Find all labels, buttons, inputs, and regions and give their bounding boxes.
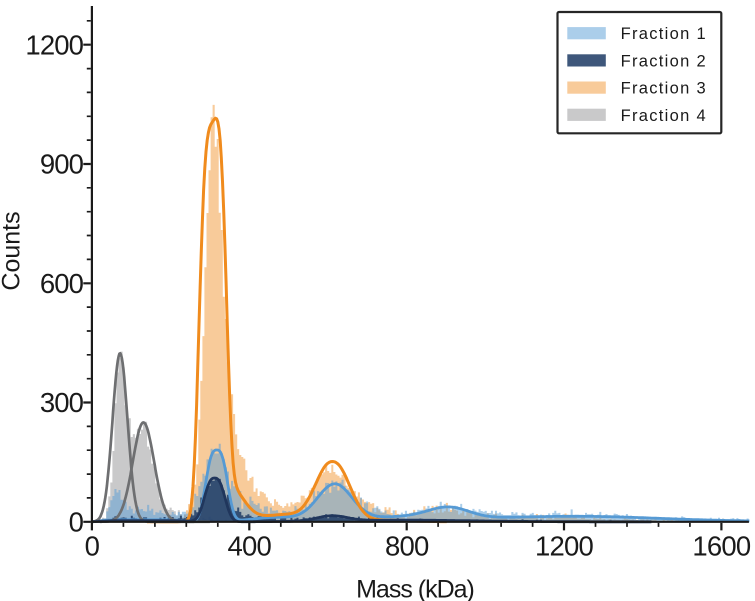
svg-text:Fraction 2: Fraction 2 bbox=[621, 52, 707, 70]
svg-text:1200: 1200 bbox=[25, 29, 83, 60]
svg-text:Fraction 4: Fraction 4 bbox=[621, 107, 707, 125]
svg-text:Counts: Counts bbox=[0, 211, 26, 290]
svg-text:900: 900 bbox=[40, 149, 84, 180]
svg-text:0: 0 bbox=[85, 530, 100, 561]
svg-text:800: 800 bbox=[385, 530, 429, 561]
svg-text:1200: 1200 bbox=[535, 530, 593, 561]
svg-text:0: 0 bbox=[69, 506, 84, 537]
svg-text:Fraction 1: Fraction 1 bbox=[621, 25, 707, 43]
svg-text:Mass (kDa): Mass (kDa) bbox=[356, 576, 474, 601]
svg-text:Fraction 3: Fraction 3 bbox=[621, 80, 707, 98]
svg-text:300: 300 bbox=[40, 387, 84, 418]
svg-text:1600: 1600 bbox=[692, 530, 750, 561]
svg-text:400: 400 bbox=[228, 530, 272, 561]
svg-text:600: 600 bbox=[40, 268, 84, 299]
